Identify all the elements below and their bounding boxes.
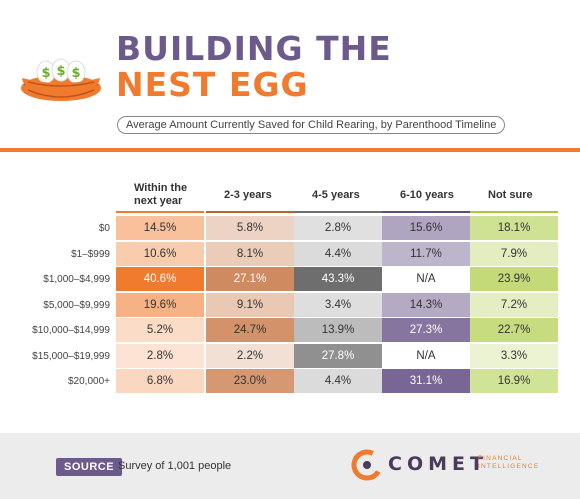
table-cell: 10.6% [116,241,204,266]
table-cell: N/A [382,343,470,368]
page-title-line2: NEST EGG [116,65,309,104]
table-cell: 2.8% [116,343,204,368]
column-header: 6-10 years [400,189,454,201]
nest-egg-icon: $ $ $ [21,58,101,101]
table-cell: N/A [382,267,470,291]
table-cell: 6.8% [116,369,204,393]
table-cell: 43.3% [294,267,382,291]
header-rule [0,148,580,152]
table-cell: 22.7% [470,318,558,342]
table-cell: 27.8% [294,343,382,368]
table-cell: 11.7% [382,241,470,266]
table-cell: 3.3% [470,343,558,368]
column-accent-line [382,211,470,213]
row-label: $0 [98,223,110,234]
table-cell: 2.2% [206,343,294,368]
table-cell: 8.1% [206,241,294,266]
table-cell: 14.5% [116,216,204,240]
table-cell: 40.6% [116,267,204,291]
row-label: $1,000–$4,999 [43,274,110,285]
table-cell: 4.4% [294,369,382,393]
table-cell: 14.3% [382,292,470,317]
table-cell: 24.7% [206,318,294,342]
table-cell: 23.9% [470,267,558,291]
row-label: $15,000–$19,999 [32,350,110,362]
source-badge: SOURCE [56,458,123,476]
table-cell: 4.4% [294,241,382,266]
table-cell: 3.4% [294,292,382,317]
header: $ $ $ BUILDING THE NEST EGG Average Amou… [0,0,580,152]
source-text: Survey of 1,001 people [118,460,232,472]
table-cell: 5.8% [206,216,294,240]
column-header: 4-5 years [312,189,360,201]
svg-text:$: $ [41,66,50,81]
column-header: Not sure [488,189,533,201]
column-accent-line [206,211,294,213]
table-cell: 16.9% [470,369,558,393]
logo-wordmark: COMET [388,453,488,475]
svg-text:$: $ [56,64,65,79]
table-cell: 18.1% [470,216,558,240]
row-label: $20,000+ [68,376,110,387]
page-title-line1: BUILDING THE [116,29,392,68]
column-header: 2-3 years [224,189,272,201]
table-cell: 7.9% [470,241,558,266]
column-accent-line [294,211,382,213]
table-cell: 2.8% [294,216,382,240]
row-label: $5,000–$9,999 [43,299,110,311]
comet-logo-icon [351,449,383,481]
logo-subtitle: FINANCIAL INTELLIGENCE [478,455,540,470]
table-cell: 7.2% [470,292,558,317]
column-header: Within the next year [134,182,188,207]
table-cell: 5.2% [116,318,204,342]
table-cell: 13.9% [294,318,382,342]
table-cell: 19.6% [116,292,204,317]
svg-text:$: $ [71,66,80,81]
table-cell: 27.3% [382,318,470,342]
table-cell: 31.1% [382,369,470,393]
table-cell: 9.1% [206,292,294,317]
table-cell: 15.6% [382,216,470,240]
row-label: $10,000–$14,999 [32,325,110,336]
chart-subtitle: Average Amount Currently Saved for Child… [117,116,506,134]
column-accent-line [470,211,558,213]
row-label: $1–$999 [71,248,110,260]
table-cell: 23.0% [206,369,294,393]
column-accent-line [116,211,204,213]
table-cell: 27.1% [206,267,294,291]
